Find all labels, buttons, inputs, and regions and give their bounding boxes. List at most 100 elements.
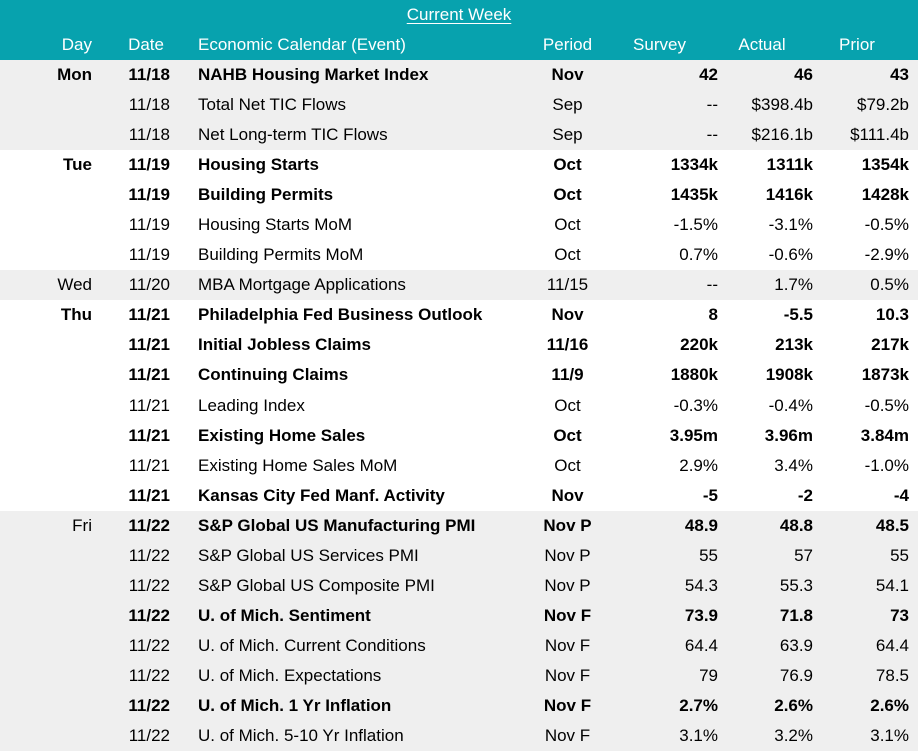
table-body: Mon 11/18 NAHB Housing Market Index Nov … bbox=[0, 60, 918, 751]
cell-survey: 1880k bbox=[670, 365, 718, 385]
cell-period: Oct bbox=[554, 395, 581, 415]
cell-prior: -4 bbox=[893, 485, 909, 505]
cell-date: 11/21 bbox=[128, 335, 170, 355]
cell-date: 11/22 bbox=[128, 515, 170, 535]
cell-date: 11/19 bbox=[128, 185, 170, 205]
cell-event: Building Permits MoM bbox=[198, 245, 364, 265]
cell-prior: 3.84m bbox=[860, 425, 909, 445]
cell-date: 11/18 bbox=[128, 95, 170, 115]
table-row: Tue 11/19 Housing Starts Oct 1334k 1311k… bbox=[0, 150, 918, 181]
cell-survey: 48.9 bbox=[684, 515, 718, 535]
cell-actual: -0.6% bbox=[768, 245, 813, 265]
cell-period: Nov F bbox=[543, 605, 592, 625]
cell-prior: 73 bbox=[890, 605, 909, 625]
cell-survey: 73.9 bbox=[684, 605, 718, 625]
table-row: 11/21 Kansas City Fed Manf. Activity Nov… bbox=[0, 480, 918, 511]
table-row: 11/18 Net Long-term TIC Flows Sep -- $21… bbox=[0, 120, 918, 151]
cell-survey: -- bbox=[706, 125, 718, 145]
cell-prior: 3.1% bbox=[870, 726, 909, 746]
cell-period: Nov F bbox=[544, 635, 591, 655]
table-row: 11/22 U. of Mich. 5-10 Yr Inflation Nov … bbox=[0, 721, 918, 751]
cell-event: Kansas City Fed Manf. Activity bbox=[198, 485, 445, 505]
cell-period: Nov bbox=[551, 65, 584, 85]
cell-actual: -3.1% bbox=[768, 215, 813, 235]
cell-date: 11/21 bbox=[128, 485, 170, 505]
table-row: Fri 11/22 S&P Global US Manufacturing PM… bbox=[0, 510, 918, 541]
cell-period: 11/15 bbox=[546, 275, 589, 295]
table-row: Mon 11/18 NAHB Housing Market Index Nov … bbox=[0, 60, 918, 91]
cell-day: Fri bbox=[72, 515, 92, 535]
cell-period: Nov bbox=[551, 305, 584, 325]
cell-prior: 1873k bbox=[861, 365, 909, 385]
column-header-period: Period bbox=[542, 35, 593, 54]
table-row: 11/21 Continuing Claims 11/9 1880k 1908k… bbox=[0, 360, 918, 391]
cell-event: U. of Mich. Expectations bbox=[198, 665, 382, 685]
column-header-survey: Survey bbox=[633, 35, 686, 54]
table-row: 11/19 Housing Starts MoM Oct -1.5% -3.1%… bbox=[0, 210, 918, 241]
table-row: 11/21 Existing Home Sales MoM Oct 2.9% 3… bbox=[0, 450, 918, 481]
cell-survey: 55 bbox=[699, 545, 718, 565]
cell-actual: -5.5 bbox=[783, 305, 813, 325]
cell-event: U. of Mich. Current Conditions bbox=[198, 635, 426, 655]
cell-actual: $398.4b bbox=[751, 95, 813, 115]
cell-period: Oct bbox=[553, 155, 582, 175]
cell-date: 11/21 bbox=[128, 305, 170, 325]
cell-prior: 43 bbox=[890, 65, 909, 85]
cell-prior: 217k bbox=[871, 335, 909, 355]
cell-period: Nov F bbox=[544, 665, 591, 685]
cell-period: Oct bbox=[553, 425, 582, 445]
cell-survey: -0.3% bbox=[673, 395, 718, 415]
cell-period: 11/9 bbox=[551, 365, 584, 385]
cell-event: Leading Index bbox=[198, 395, 305, 415]
cell-prior: 48.5 bbox=[875, 515, 909, 535]
table-title: Current Week bbox=[406, 5, 512, 24]
cell-actual: 46 bbox=[794, 65, 813, 85]
cell-date: 11/22 bbox=[128, 696, 170, 715]
cell-date: 11/22 bbox=[128, 545, 170, 565]
cell-date: 11/21 bbox=[128, 395, 170, 415]
cell-prior: -1.0% bbox=[864, 455, 909, 475]
cell-survey: -- bbox=[706, 275, 718, 295]
column-header-date: Date bbox=[128, 35, 164, 54]
table-row: 11/22 S&P Global US Composite PMI Nov P … bbox=[0, 570, 918, 601]
cell-prior: $111.4b bbox=[850, 125, 909, 145]
cell-period: Oct bbox=[554, 455, 581, 475]
cell-survey: 42 bbox=[699, 65, 718, 85]
cell-event: U. of Mich. 1 Yr Inflation bbox=[198, 696, 392, 715]
cell-event: Building Permits bbox=[198, 185, 334, 205]
cell-date: 11/22 bbox=[128, 726, 170, 746]
cell-actual: 1311k bbox=[766, 155, 813, 175]
cell-actual: $216.1b bbox=[751, 125, 813, 145]
cell-prior: $79.2b bbox=[857, 95, 909, 115]
cell-event: U. of Mich. 5-10 Yr Inflation bbox=[198, 726, 404, 746]
cell-period: Oct bbox=[553, 185, 582, 205]
cell-survey: 2.7% bbox=[679, 696, 718, 715]
cell-prior: 55 bbox=[890, 545, 909, 565]
cell-survey: 54.3 bbox=[684, 575, 718, 595]
cell-period: Sep bbox=[552, 95, 583, 115]
cell-survey: 3.1% bbox=[679, 726, 718, 746]
cell-date: 11/22 bbox=[128, 635, 170, 655]
cell-event: S&P Global US Services PMI bbox=[198, 545, 419, 565]
cell-date: 11/21 bbox=[128, 455, 170, 475]
cell-event: NAHB Housing Market Index bbox=[198, 65, 429, 85]
cell-actual: 57 bbox=[794, 545, 813, 565]
column-header-prior: Prior bbox=[839, 35, 875, 54]
cell-actual: 63.9 bbox=[779, 635, 813, 655]
cell-prior: 10.3 bbox=[875, 305, 909, 325]
cell-survey: 8 bbox=[708, 305, 718, 325]
cell-event: MBA Mortgage Applications bbox=[198, 275, 406, 295]
cell-date: 11/20 bbox=[128, 275, 170, 295]
cell-day: Mon bbox=[57, 65, 92, 85]
cell-prior: -0.5% bbox=[864, 215, 909, 235]
table-row: 11/19 Building Permits Oct 1435k 1416k 1… bbox=[0, 180, 918, 211]
table-row: Wed 11/20 MBA Mortgage Applications 11/1… bbox=[0, 270, 918, 301]
cell-prior: 78.5 bbox=[875, 665, 909, 685]
cell-date: 11/22 bbox=[128, 575, 170, 595]
cell-survey: -5 bbox=[702, 485, 718, 505]
table-row: 11/22 U. of Mich. Expectations Nov F 79 … bbox=[0, 660, 918, 691]
cell-event: Housing Starts bbox=[198, 155, 319, 175]
table-row: 11/21 Leading Index Oct -0.3% -0.4% -0.5… bbox=[0, 390, 918, 421]
column-header-day: Day bbox=[61, 35, 92, 54]
